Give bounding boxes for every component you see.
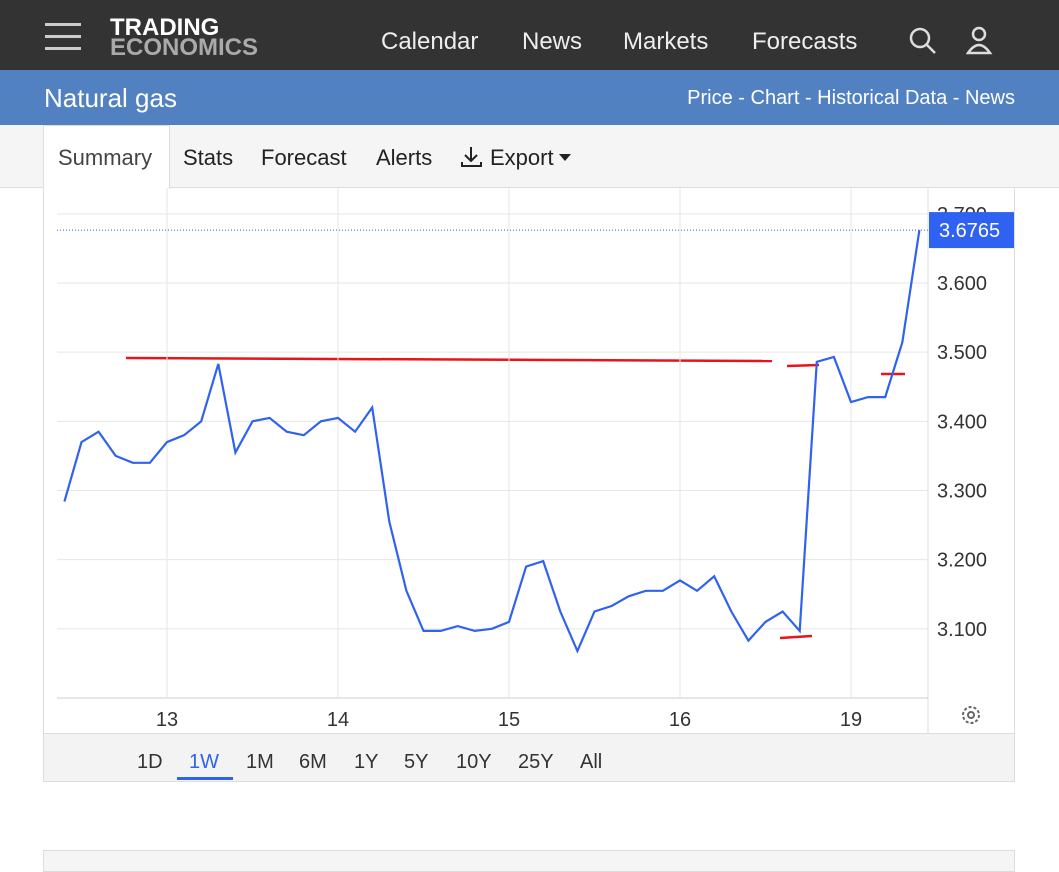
y-tick-label: 3.300 [937,481,987,503]
tab[interactable]: Stats [183,145,234,170]
title-links[interactable]: Price - Chart - Historical Data - News [687,87,1015,109]
nav-link[interactable]: Forecasts [752,28,858,55]
range-button[interactable]: 1D [137,751,163,773]
tab[interactable]: Export [490,145,554,170]
nav-link[interactable]: Markets [623,28,709,55]
range-button[interactable]: 1Y [354,751,379,773]
tab[interactable]: Alerts [376,145,433,170]
active-tab-bg [43,125,170,189]
range-button[interactable]: 5Y [404,751,429,773]
last-price-label: 3.6765 [939,220,1000,242]
x-tick-label: 15 [498,709,520,731]
next-panel [43,850,1015,872]
y-tick-label: 3.600 [937,273,987,295]
range-bar: 1D 1W 1M 6M 1Y 5Y 10Y 25Y All [44,733,1014,781]
nav-link[interactable]: Calendar [381,28,479,55]
last-price-box [929,212,1014,249]
page-title: Natural gas [44,83,177,113]
top-bar: TRADING ECONOMICS Calendar News Markets F… [0,0,1059,70]
range-button[interactable]: 10Y [456,751,492,773]
tab[interactable]: Forecast [261,145,347,170]
trend-line [125,356,773,363]
chart-panel: 3.1003.2003.3003.4003.5003.6003.70013141… [43,188,1015,782]
range-button[interactable]: 1W [189,751,219,773]
price-line [63,229,921,654]
logo[interactable]: TRADING ECONOMICS [110,14,259,61]
y-tick-label: 3.200 [937,550,987,572]
settings-icon[interactable] [962,706,980,724]
x-tick-label: 19 [840,709,862,731]
range-button[interactable]: All [580,751,603,773]
range-underline [177,777,233,780]
chart: 3.1003.2003.3003.4003.5003.6003.70013141… [57,188,1014,734]
trend-line [786,363,820,368]
search-icon[interactable] [908,26,938,56]
y-tick-label: 3.400 [937,411,987,433]
tab[interactable]: Summary [58,145,153,170]
logo-line: ECONOMICS [110,34,259,61]
y-tick-label: 3.500 [937,342,987,364]
logo-line: TRADING [110,14,220,41]
user-icon[interactable] [966,25,996,55]
trend-line [779,634,813,640]
range-button[interactable]: 6M [299,751,327,773]
x-tick-label: 16 [669,709,691,731]
download-icon [461,147,482,167]
nav-link[interactable]: News [522,28,583,55]
title-bar: Natural gas Price - Chart - Historical D… [0,70,1059,125]
range-button[interactable]: 25Y [518,751,554,773]
x-tick-label: 14 [327,709,349,731]
y-tick-label: 3.100 [937,619,987,641]
caret [559,154,571,161]
range-button[interactable]: 1M [246,751,274,773]
menu-icon[interactable] [45,23,85,53]
x-tick-label: 13 [156,709,178,731]
tab-bar: Summary Stats Forecast Alerts Export [0,125,1059,189]
